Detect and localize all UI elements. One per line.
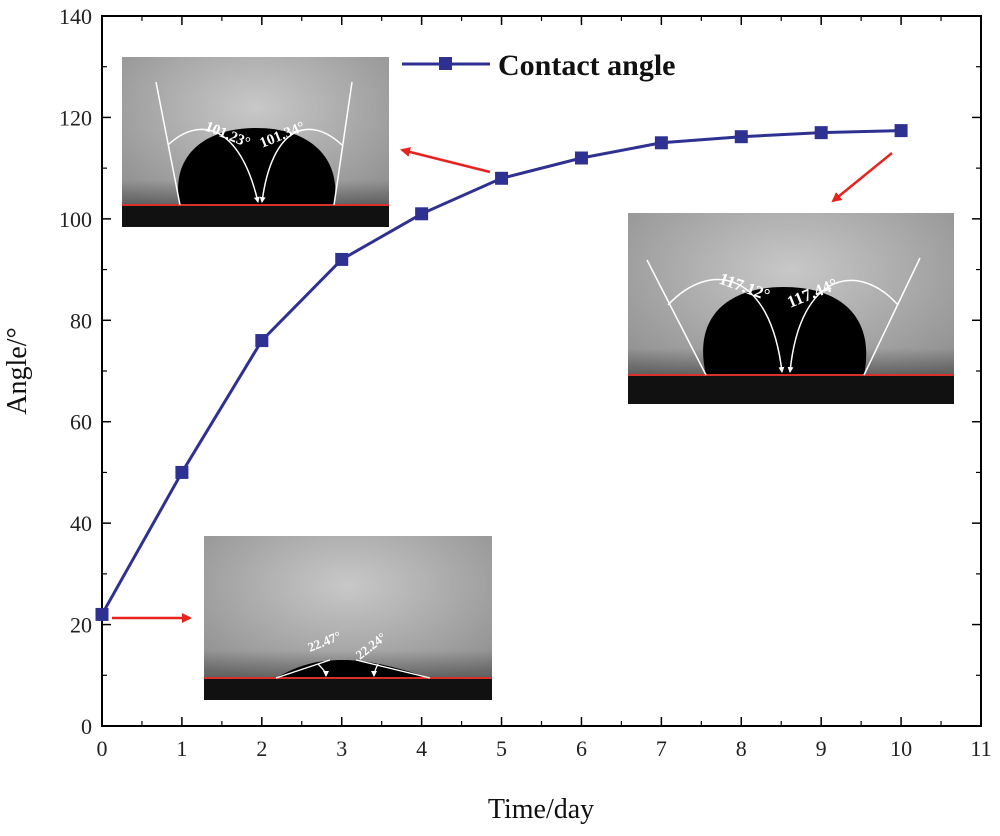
x-tick-label: 5 bbox=[496, 736, 507, 761]
data-point-day-5 bbox=[495, 171, 509, 185]
y-tick-label: 0 bbox=[81, 714, 92, 739]
arrow-day10 bbox=[831, 152, 893, 203]
data-point-day-4 bbox=[415, 207, 429, 221]
data-point-day-2 bbox=[255, 334, 269, 348]
x-tick-label: 11 bbox=[970, 736, 991, 761]
y-tick-label: 40 bbox=[70, 511, 92, 536]
x-tick-label: 3 bbox=[336, 736, 347, 761]
x-tick-label: 10 bbox=[890, 736, 912, 761]
x-tick-label: 7 bbox=[656, 736, 667, 761]
data-point-day-3 bbox=[335, 252, 349, 266]
y-tick-label: 80 bbox=[70, 308, 92, 333]
y-tick-label: 20 bbox=[70, 613, 92, 638]
legend-marker bbox=[439, 57, 452, 70]
legend-label: Contact angle bbox=[498, 49, 675, 82]
data-point-day-6 bbox=[574, 151, 588, 165]
inset-day5: 101.23° 101.34° bbox=[122, 57, 389, 227]
y-tick-label: 60 bbox=[70, 410, 92, 435]
legend: Contact angle bbox=[402, 49, 675, 82]
x-tick-label: 9 bbox=[816, 736, 827, 761]
data-point-day-0 bbox=[95, 607, 109, 621]
data-point-day-7 bbox=[654, 136, 668, 150]
inset-day0: 22.47° 22.24° bbox=[204, 536, 492, 700]
x-tick-label: 6 bbox=[576, 736, 587, 761]
data-point-day-1 bbox=[175, 465, 189, 479]
data-point-day-8 bbox=[734, 130, 748, 144]
y-tick-label: 100 bbox=[59, 207, 92, 232]
x-tick-label: 4 bbox=[416, 736, 427, 761]
x-axis-title: Time/day bbox=[488, 794, 594, 825]
x-tick-label: 0 bbox=[97, 736, 108, 761]
series-points bbox=[95, 124, 908, 621]
axis-ticks bbox=[101, 15, 982, 727]
inset-day10: 117.12° 117.44° bbox=[628, 213, 954, 404]
y-axis-title: Angle/° bbox=[2, 327, 33, 414]
x-tick-label: 2 bbox=[256, 736, 267, 761]
x-tick-label: 8 bbox=[736, 736, 747, 761]
axis-tick-labels: 0 1 2 3 4 5 6 7 8 9 10 11 0 20 40 60 80 100 120 140 bbox=[59, 4, 992, 761]
x-tick-label: 1 bbox=[176, 736, 187, 761]
data-point-day-9 bbox=[814, 126, 828, 140]
arrow-day5 bbox=[400, 147, 491, 174]
y-tick-label: 120 bbox=[59, 105, 92, 130]
data-point-day-10 bbox=[894, 124, 908, 138]
y-tick-label: 140 bbox=[59, 4, 92, 29]
